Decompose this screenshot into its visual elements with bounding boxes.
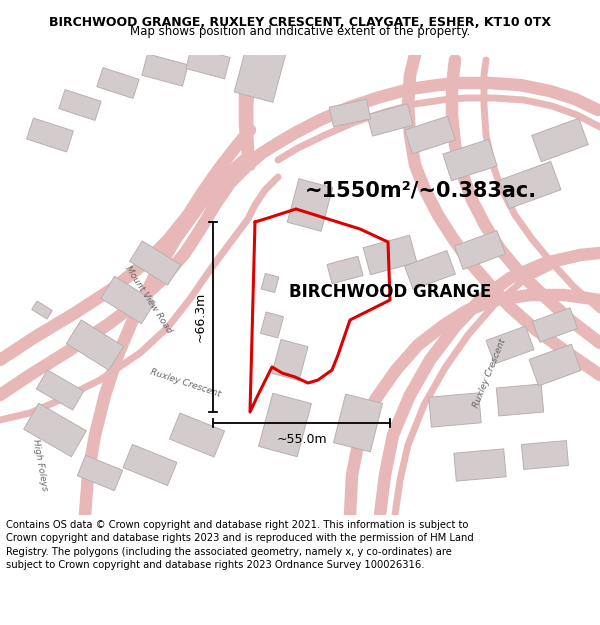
Polygon shape [327, 256, 363, 284]
Polygon shape [405, 116, 455, 154]
Polygon shape [67, 320, 124, 370]
Polygon shape [142, 54, 188, 86]
Polygon shape [455, 231, 505, 269]
Polygon shape [529, 344, 581, 386]
Polygon shape [404, 251, 455, 289]
Polygon shape [170, 413, 224, 457]
Polygon shape [454, 449, 506, 481]
Polygon shape [496, 384, 544, 416]
Text: BIRCHWOOD GRANGE, RUXLEY CRESCENT, CLAYGATE, ESHER, KT10 0TX: BIRCHWOOD GRANGE, RUXLEY CRESCENT, CLAYG… [49, 16, 551, 29]
Text: BIRCHWOOD GRANGE: BIRCHWOOD GRANGE [289, 283, 491, 301]
Polygon shape [532, 118, 588, 162]
Polygon shape [97, 68, 139, 98]
Text: ~55.0m: ~55.0m [276, 433, 327, 446]
Polygon shape [287, 179, 333, 231]
Polygon shape [521, 441, 569, 469]
Polygon shape [234, 44, 286, 102]
Polygon shape [486, 326, 534, 364]
Polygon shape [363, 235, 417, 275]
Polygon shape [59, 89, 101, 121]
Polygon shape [532, 308, 578, 342]
Polygon shape [32, 301, 52, 319]
Polygon shape [77, 455, 122, 491]
Polygon shape [123, 444, 177, 486]
Polygon shape [499, 161, 561, 209]
Polygon shape [26, 118, 73, 152]
Polygon shape [329, 99, 371, 127]
Polygon shape [334, 394, 382, 452]
Polygon shape [367, 104, 413, 136]
Polygon shape [259, 393, 311, 457]
Text: Contains OS data © Crown copyright and database right 2021. This information is : Contains OS data © Crown copyright and d… [6, 520, 474, 570]
Text: High Foleys: High Foleys [31, 438, 49, 492]
Text: Map shows position and indicative extent of the property.: Map shows position and indicative extent… [130, 26, 470, 39]
Polygon shape [261, 274, 279, 292]
Polygon shape [429, 393, 481, 427]
Polygon shape [23, 403, 86, 457]
Polygon shape [37, 370, 83, 410]
Polygon shape [260, 312, 284, 338]
Polygon shape [130, 241, 181, 285]
Text: Ruxley Crescent: Ruxley Crescent [149, 368, 221, 399]
Text: ~66.3m: ~66.3m [194, 292, 207, 342]
Polygon shape [443, 139, 497, 181]
Polygon shape [272, 339, 308, 381]
Text: Ruxley Crescent: Ruxley Crescent [472, 337, 508, 409]
Text: Mount View Road: Mount View Road [123, 264, 173, 336]
Text: ~1550m²/~0.383ac.: ~1550m²/~0.383ac. [305, 180, 537, 200]
Polygon shape [186, 48, 230, 79]
Polygon shape [101, 276, 155, 324]
